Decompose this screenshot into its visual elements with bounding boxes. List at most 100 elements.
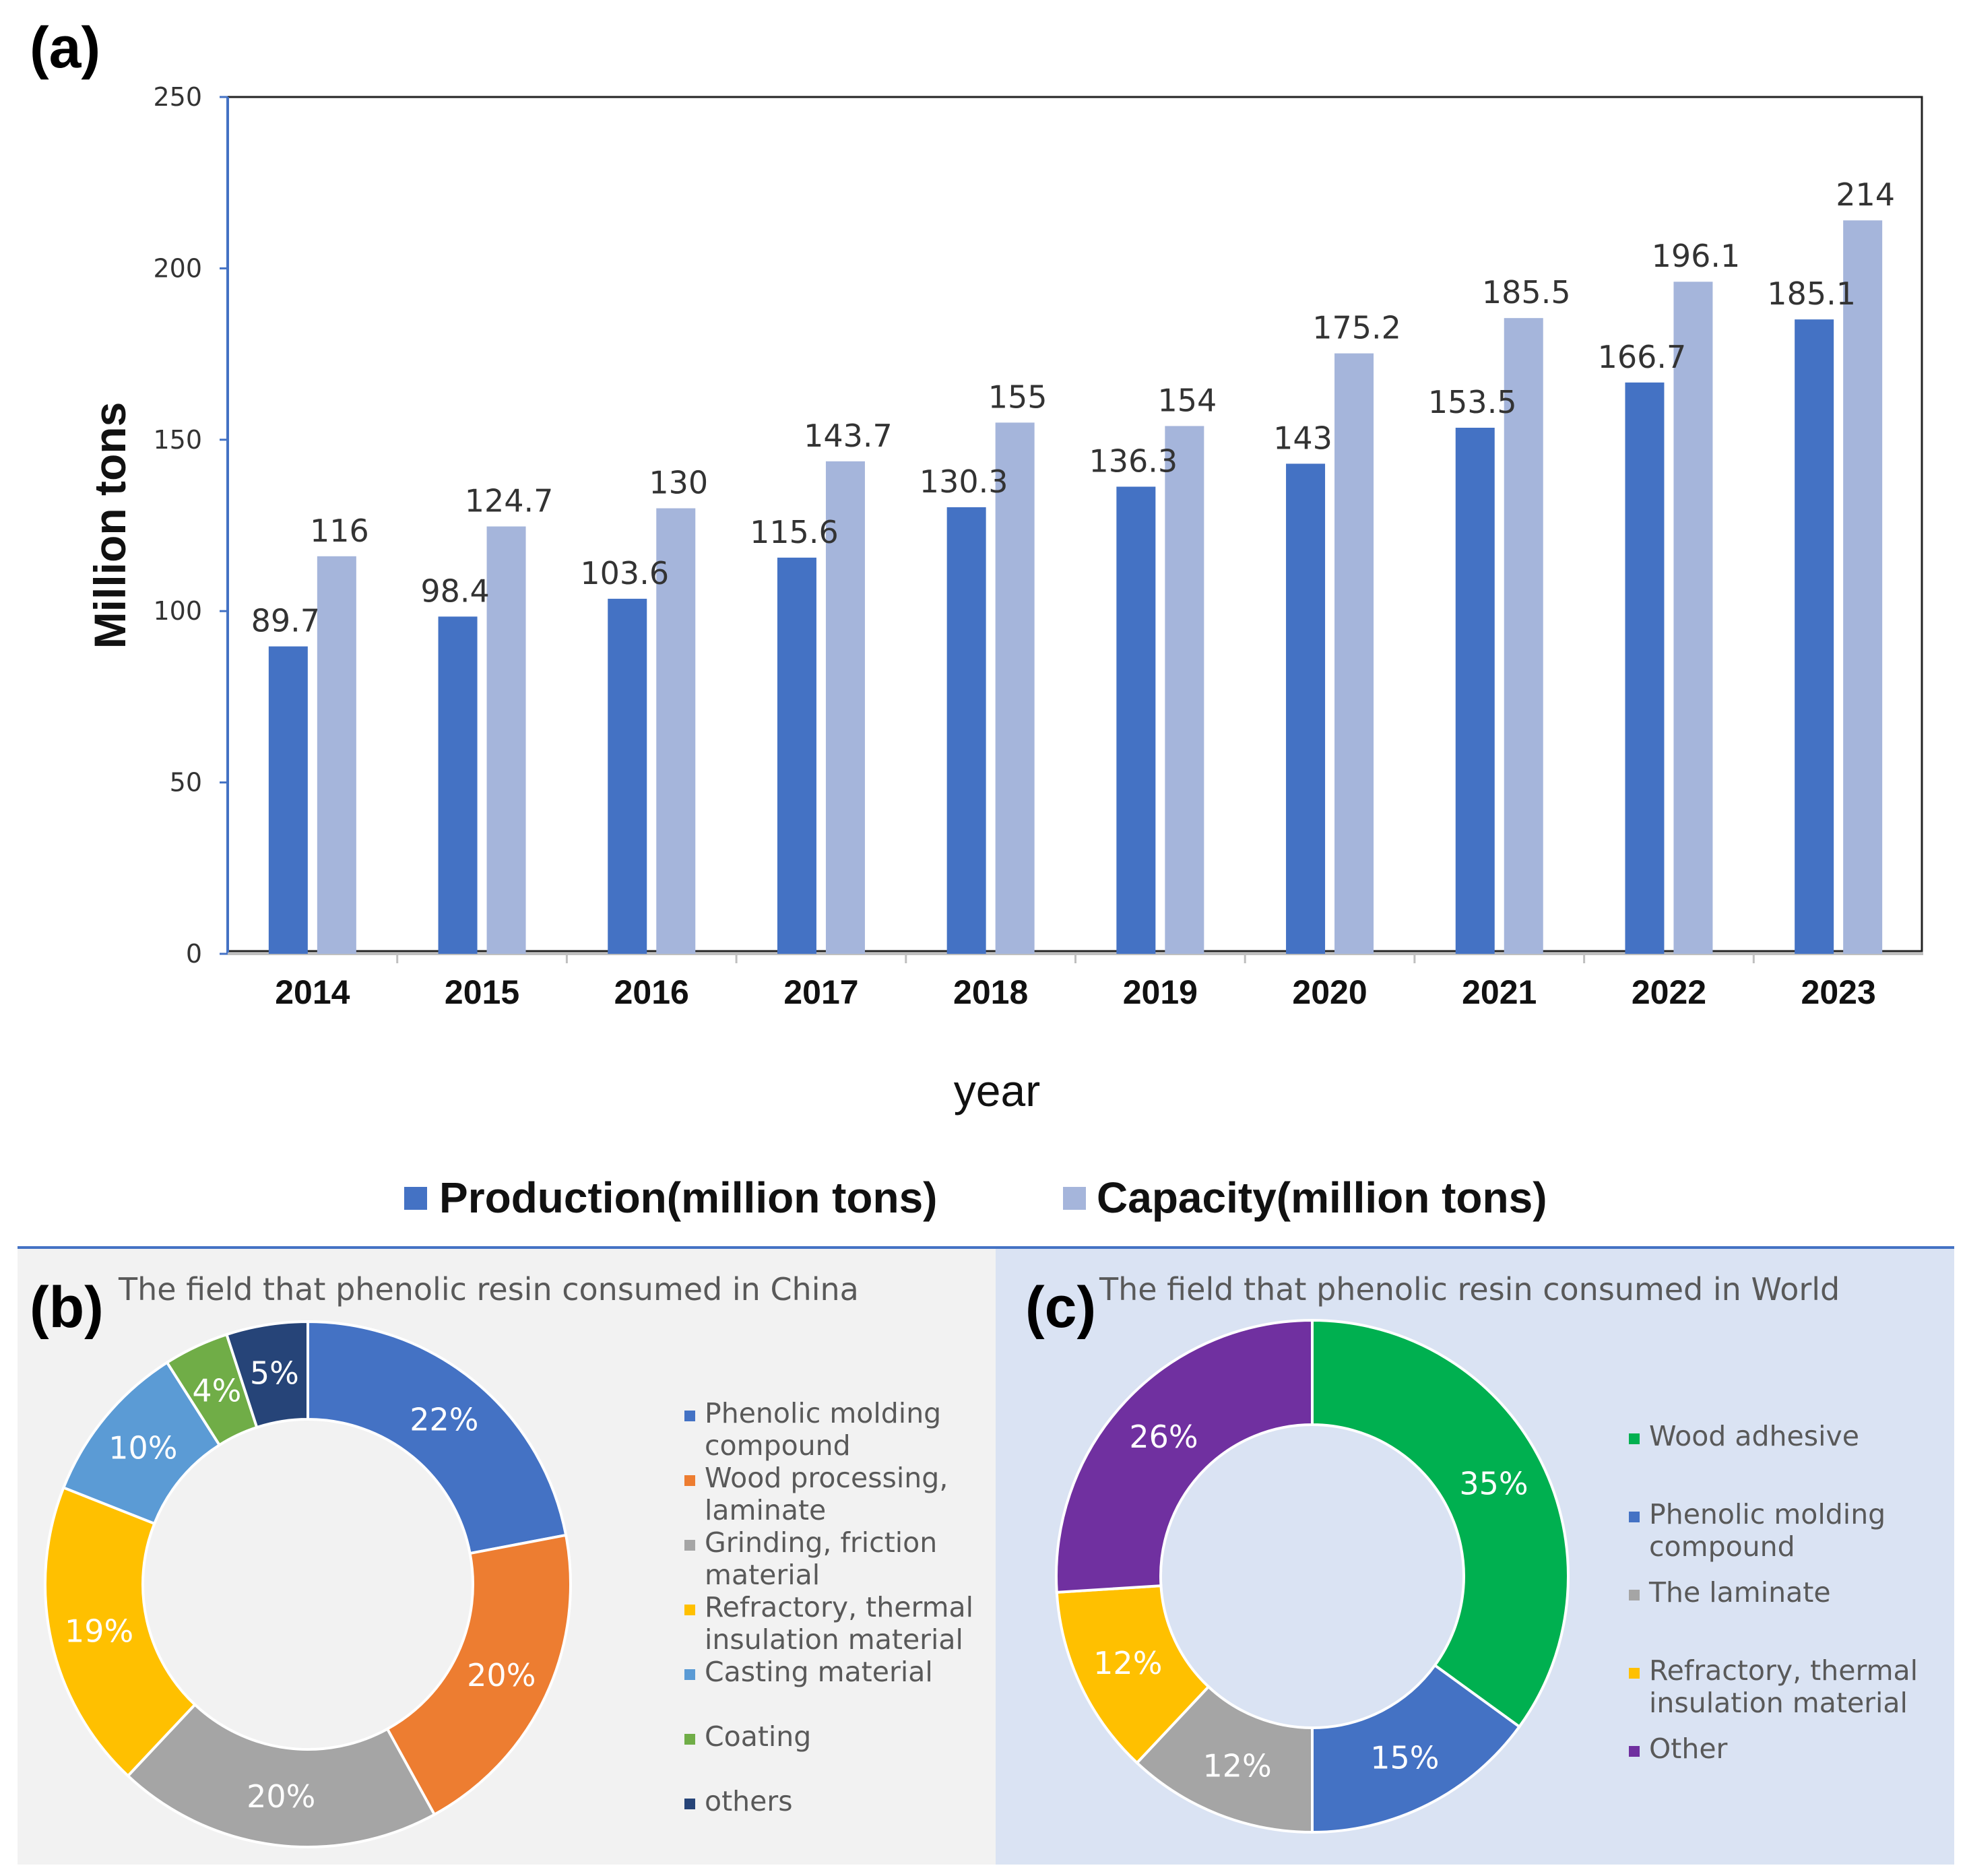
legend-label: insulation material	[705, 1623, 963, 1656]
production-data-label: 143	[1273, 420, 1332, 456]
x-tick-label: 2014	[275, 973, 350, 1011]
y-tick-label: 150	[153, 425, 202, 455]
legend-label: material	[705, 1559, 820, 1591]
donut-slice-refractory-thermal-insulation-material	[44, 1485, 197, 1778]
legend-label-production: Production(million tons)	[439, 1173, 937, 1222]
slice-percent-label: 19%	[65, 1613, 133, 1649]
x-tick-label: 2020	[1292, 973, 1367, 1011]
capacity-data-label: 196.1	[1652, 238, 1741, 274]
legend-swatch	[684, 1734, 695, 1745]
panel-b-title: The field that phenolic resin consumed i…	[118, 1271, 859, 1307]
legend: Production(million tons) Capacity(millio…	[404, 1173, 1547, 1222]
production-data-label: 115.6	[750, 514, 839, 550]
legend-swatch	[684, 1799, 695, 1809]
legend-label: Refractory, thermal	[705, 1591, 973, 1623]
legend-label: Phenolic molding	[705, 1397, 941, 1429]
legend-label: Other	[1649, 1733, 1728, 1765]
bar-group	[268, 220, 1883, 955]
x-tick-label: 2017	[783, 973, 858, 1011]
slice-percent-label: 26%	[1129, 1419, 1198, 1455]
x-tick-group: 2014 2015 2016 2017 2018 2019 2020 2021 2022 2023	[275, 954, 1876, 1011]
production-data-label: 98.4	[420, 573, 489, 609]
slice-percent-label: 22%	[410, 1401, 478, 1437]
slice-percent-label: 20%	[247, 1778, 315, 1815]
plot-frame	[226, 96, 1923, 952]
legend-label: insulation material	[1649, 1687, 1908, 1719]
capacity-bar-2022	[1673, 282, 1713, 955]
panel-c-title: The field that phenolic resin consumed i…	[1099, 1271, 1840, 1307]
donut-slice-others	[224, 1320, 309, 1429]
legend-label: laminate	[705, 1494, 826, 1526]
legend-swatch	[684, 1669, 695, 1680]
production-data-label: 153.5	[1428, 384, 1517, 420]
legend-swatch	[1629, 1668, 1640, 1679]
production-bar-2017	[777, 557, 816, 954]
x-tick-label: 2021	[1462, 973, 1537, 1011]
capacity-bar-2023	[1843, 220, 1883, 955]
capacity-bar-2015	[486, 526, 526, 954]
capacity-data-label: 130	[649, 465, 708, 501]
panel-label-c: (c)	[1025, 1275, 1096, 1340]
production-bar-2022	[1625, 382, 1665, 954]
production-bar-2018	[946, 507, 986, 954]
capacity-bar-2020	[1334, 353, 1374, 954]
legend-swatch	[684, 1540, 695, 1551]
legend-label: others	[705, 1785, 793, 1817]
y-axis-title: Million tons	[85, 402, 135, 649]
production-data-label: 130.3	[920, 463, 1008, 500]
production-data-label: 89.7	[251, 603, 320, 639]
panel-b-donut-china: (b) The field that phenolic resin consum…	[18, 1248, 996, 1865]
slice-percent-label: 5%	[250, 1355, 299, 1391]
production-data-label: 136.3	[1089, 443, 1178, 480]
legend-swatch-production	[404, 1187, 427, 1210]
slice-percent-label: 35%	[1459, 1466, 1528, 1502]
legend-label: compound	[1649, 1530, 1795, 1563]
production-bar-2014	[268, 646, 308, 954]
slice-percent-label: 15%	[1370, 1740, 1439, 1776]
donut-slice-wood-adhesive	[1311, 1318, 1570, 1729]
x-tick-label: 2022	[1632, 973, 1706, 1011]
legend-swatch-capacity	[1063, 1187, 1086, 1210]
production-bar-2023	[1795, 319, 1834, 955]
legend-label: Casting material	[705, 1656, 933, 1688]
production-bar-2016	[608, 598, 647, 954]
capacity-bar-2014	[317, 556, 356, 954]
production-bar-2015	[438, 616, 478, 954]
x-tick-label: 2015	[445, 973, 519, 1011]
slice-percent-label: 12%	[1093, 1645, 1162, 1681]
donut-c: 35% 15% 12% 12% 26%	[1055, 1318, 1570, 1834]
capacity-data-label: 124.7	[465, 483, 554, 519]
legend-label: Wood processing,	[705, 1462, 948, 1494]
production-bar-2020	[1286, 463, 1326, 954]
legend-swatch	[684, 1605, 695, 1615]
production-bar-2019	[1116, 486, 1156, 954]
y-tick-label: 50	[170, 768, 202, 798]
panel-a-bar-chart: (a) 0 50 100 150 200 250 89.7 116 98.4 124.7 103.…	[30, 15, 1923, 1222]
slice-percent-label: 20%	[467, 1657, 536, 1693]
capacity-data-label: 154	[1157, 382, 1217, 418]
legend-label: Refractory, thermal	[1649, 1654, 1918, 1687]
x-tick-label: 2023	[1801, 973, 1876, 1011]
panel-label-a: (a)	[30, 15, 100, 80]
capacity-data-label: 143.7	[804, 418, 893, 454]
donut-slice-wood-processing-laminate	[385, 1533, 572, 1817]
capacity-data-label: 214	[1836, 176, 1895, 213]
legend-swatch	[1629, 1590, 1640, 1600]
legend-label: Phenolic molding	[1649, 1498, 1886, 1530]
bar-label-group: 89.7 116 98.4 124.7 103.6 130 115.6 143.7 130.3 1…	[251, 176, 1895, 639]
legend-label: Wood adhesive	[1649, 1420, 1859, 1452]
capacity-data-label: 155	[988, 379, 1048, 415]
slice-percent-label: 4%	[192, 1373, 241, 1409]
legend-swatch	[1629, 1512, 1640, 1522]
production-data-label: 185.1	[1767, 276, 1856, 312]
y-tick-group: 0 50 100 150 200 250	[153, 82, 228, 969]
y-tick-label: 100	[153, 596, 202, 626]
legend-swatch	[684, 1475, 695, 1486]
legend-label: Grinding, friction	[705, 1526, 937, 1559]
y-tick-label: 200	[153, 253, 202, 283]
slice-percent-label: 10%	[108, 1430, 177, 1466]
legend-swatch	[1629, 1433, 1640, 1444]
donut-slice-grinding-friction-material	[126, 1702, 437, 1849]
